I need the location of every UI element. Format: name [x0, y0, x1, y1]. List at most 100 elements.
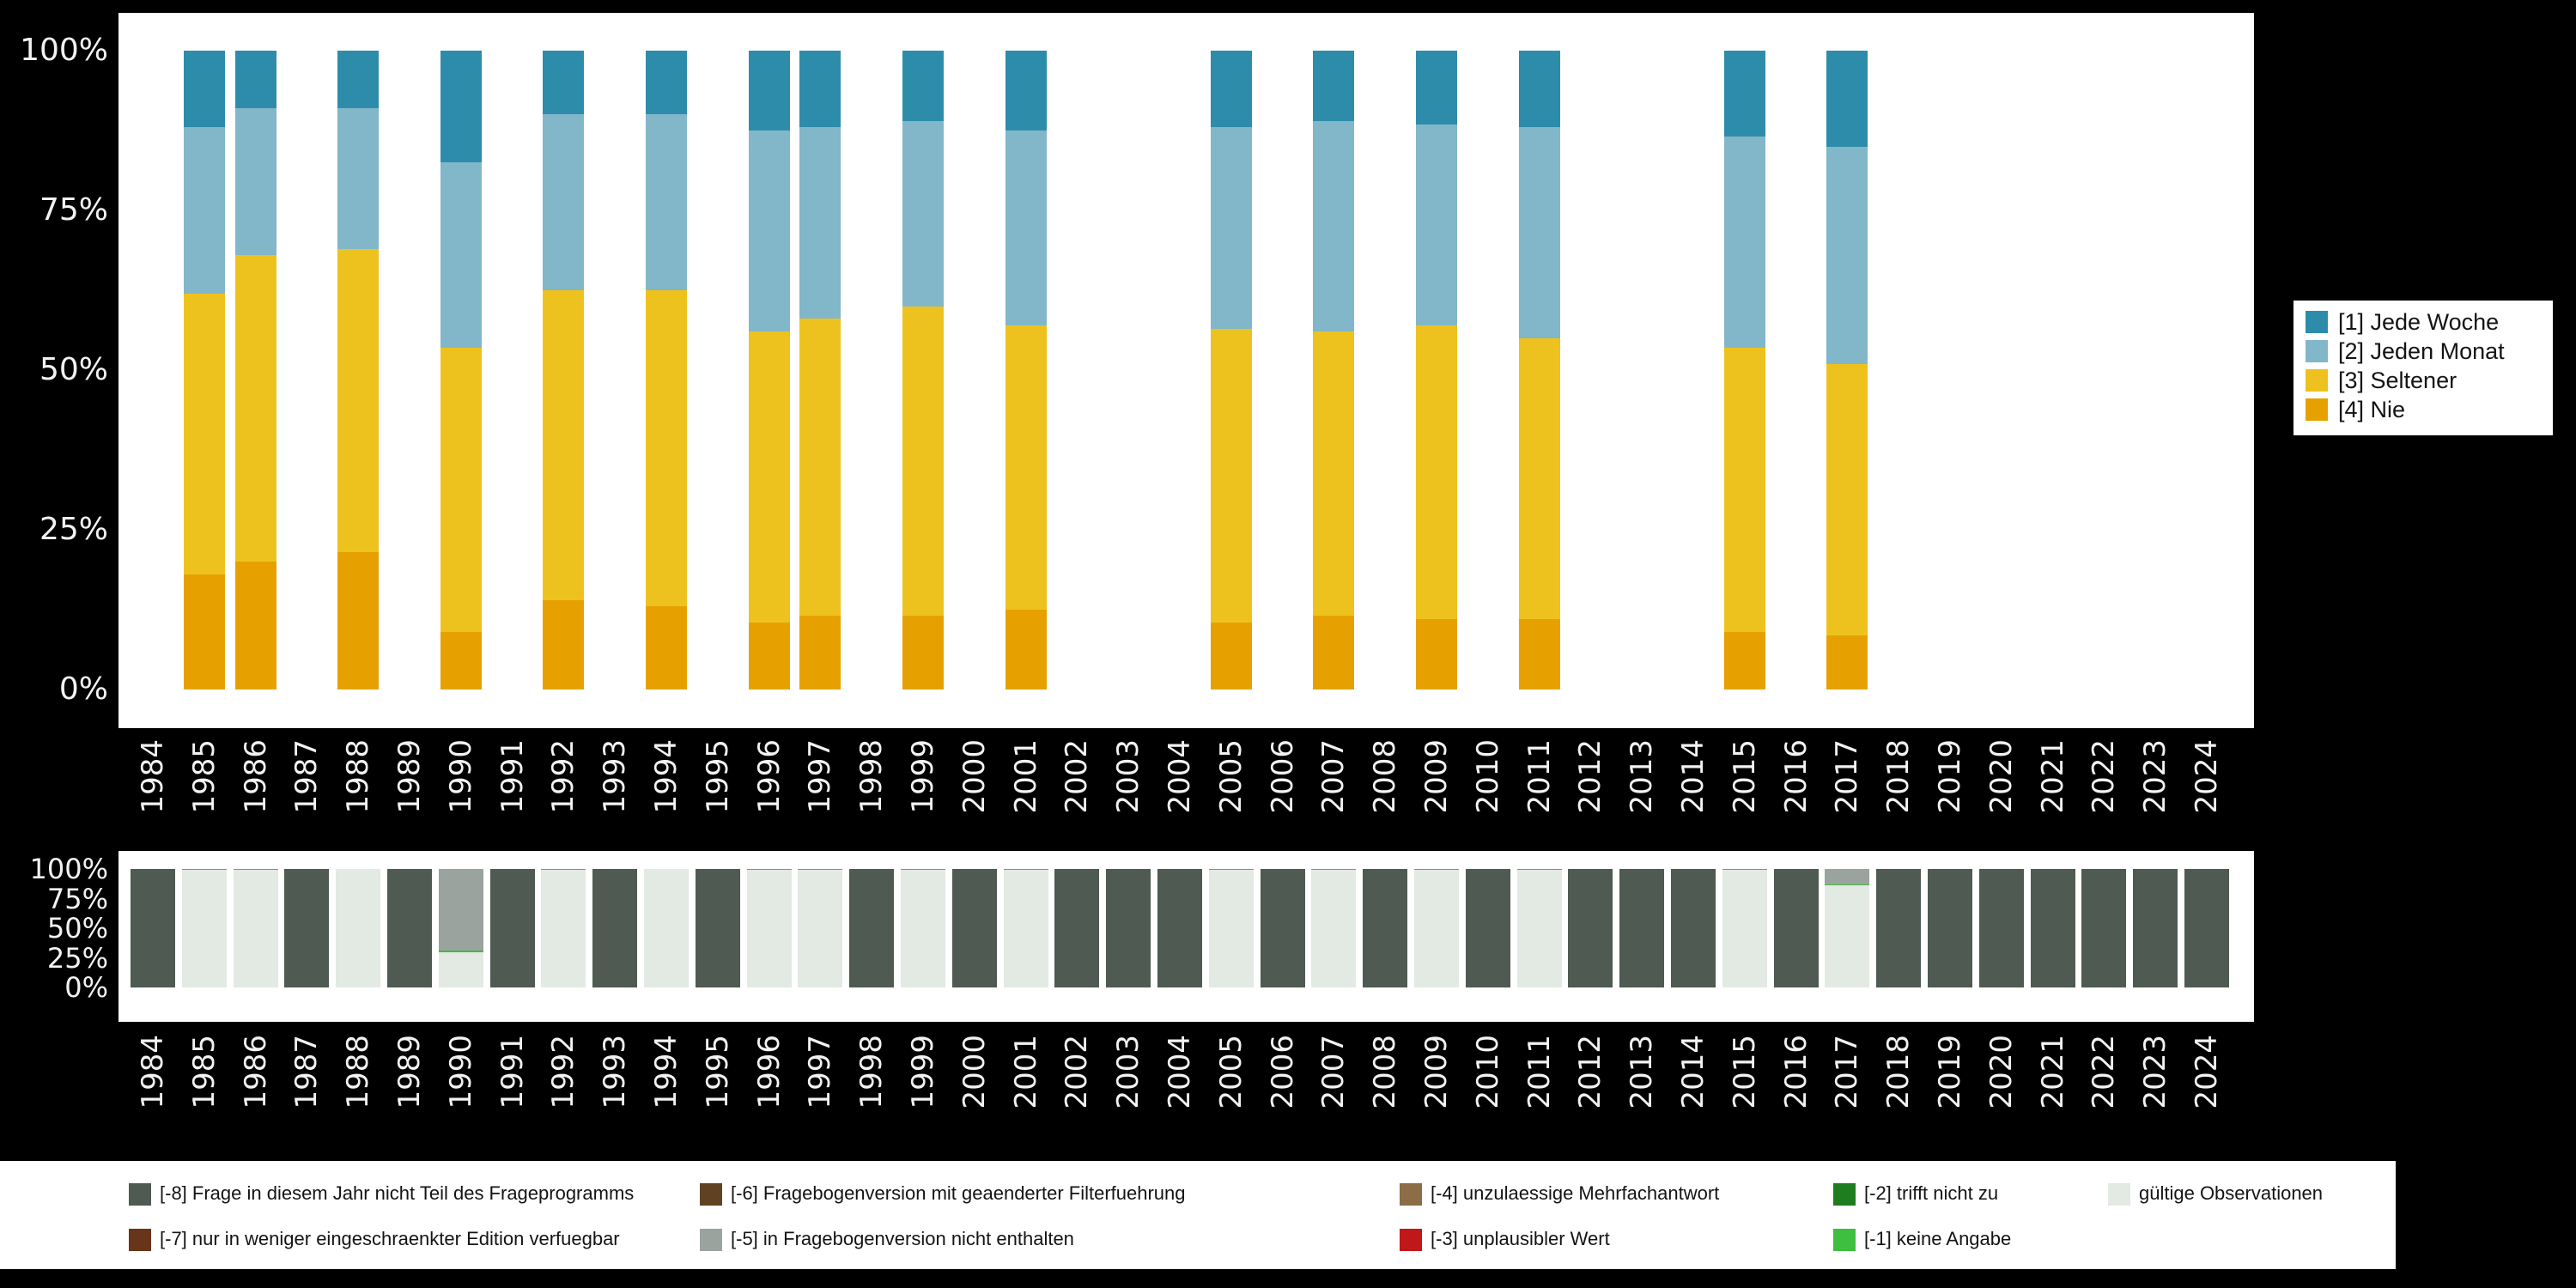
missing-bar-segment-2017--1 [1825, 884, 1870, 886]
missings-x-label-2015: 2015 [1727, 1035, 1762, 1109]
missing-legend-swatch--2 [1833, 1183, 1856, 1206]
missing-bar-segment-2019--8 [1928, 869, 1972, 987]
missings-x-label-2016: 2016 [1778, 1035, 1814, 1109]
bar-segment-1988-[3] Seltener [337, 248, 380, 553]
missing-bar-segment-2009-valid [1414, 870, 1459, 987]
missing-bar-segment-1985--1 [181, 869, 227, 871]
missings-legend-box [0, 1161, 2396, 1269]
legend-swatch-[4] Nie [2306, 398, 2328, 421]
frequency-x-label-2004: 2004 [1163, 739, 1197, 814]
bar-segment-1990-[4] Nie [440, 632, 482, 690]
bar-segment-1986-[2] Jeden Monat [234, 107, 276, 256]
missing-bar-segment-2023--8 [2133, 869, 2178, 987]
missing-bar-segment-1993--8 [592, 869, 638, 987]
missing-legend-swatch--7 [129, 1229, 151, 1251]
missings-x-label-1999: 1999 [906, 1035, 940, 1109]
missing-bar-segment-1999-valid [901, 870, 945, 987]
frequency-x-label-2001: 2001 [1008, 739, 1043, 814]
missings-x-label-2024: 2024 [2190, 1035, 2224, 1109]
missings-x-label-1994: 1994 [649, 1035, 683, 1109]
missing-bar-segment-2001-valid [1003, 870, 1048, 987]
missings-x-label-2012: 2012 [1573, 1035, 1608, 1109]
bar-segment-1996-[3] Seltener [748, 331, 790, 623]
missing-bar-segment-2024--8 [2184, 869, 2229, 987]
missing-bar-segment-1987--8 [284, 869, 330, 987]
frequency-x-label-2021: 2021 [2035, 739, 2070, 814]
frequency-chart-panel [118, 13, 2254, 728]
missings-x-label-1998: 1998 [854, 1035, 890, 1109]
missing-bar-segment-1986--1 [233, 869, 278, 871]
legend-swatch-[2] Jeden Monat [2306, 340, 2328, 362]
missing-bar-segment-1992-valid [541, 870, 586, 987]
missing-legend-swatch--4 [1400, 1183, 1422, 1206]
missing-bar-segment-2007--1 [1311, 869, 1357, 871]
bar-segment-2007-[1] Jede Woche [1313, 51, 1355, 121]
missing-legend-label--8: [-8] Frage in diesem Jahr nicht Teil des… [160, 1182, 635, 1204]
bar-segment-1986-[1] Jede Woche [234, 51, 276, 108]
missing-bar-segment-2002--8 [1054, 869, 1100, 987]
missings-x-label-2009: 2009 [1419, 1035, 1454, 1109]
frequency-x-label-2017: 2017 [1830, 739, 1865, 814]
bar-segment-1990-[3] Seltener [440, 347, 482, 633]
missing-bar-segment-1992--1 [541, 869, 586, 871]
frequency-x-label-1986: 1986 [238, 739, 273, 814]
missing-legend-label--6: [-6] Fragebogenversion mit geaenderter F… [731, 1182, 1186, 1204]
missings-x-label-2004: 2004 [1163, 1035, 1197, 1109]
missings-y-tick-3: 75% [46, 882, 108, 915]
missing-bar-segment-1985-valid [181, 870, 227, 987]
bar-segment-2001-[4] Nie [1005, 610, 1047, 690]
missing-bar-segment-1996--1 [746, 869, 792, 871]
frequency-x-label-1990: 1990 [443, 739, 478, 814]
legend-swatch-[3] Seltener [2306, 369, 2328, 392]
bar-segment-2005-[3] Seltener [1210, 328, 1252, 623]
missings-x-label-2013: 2013 [1625, 1035, 1660, 1109]
missing-legend-label--5: [-5] in Fragebogenversion nicht enthalte… [731, 1228, 1074, 1249]
bar-segment-1999-[4] Nie [902, 616, 944, 690]
legend-label-[2] Jeden Monat: [2] Jeden Monat [2338, 338, 2505, 364]
bar-segment-2009-[2] Jeden Monat [1416, 124, 1457, 325]
missing-bar-segment-2016--8 [1773, 869, 1819, 987]
missing-bar-segment-2004--8 [1157, 869, 1202, 987]
missings-x-label-2000: 2000 [957, 1035, 992, 1109]
frequency-x-label-2009: 2009 [1419, 739, 1454, 814]
bar-segment-2009-[3] Seltener [1416, 325, 1457, 620]
frequency-x-label-1997: 1997 [803, 739, 838, 814]
frequency-x-label-1999: 1999 [906, 739, 940, 814]
missing-bar-segment-2006--8 [1260, 869, 1305, 987]
missing-bar-segment-2000--8 [951, 869, 997, 987]
bar-segment-2001-[1] Jede Woche [1005, 51, 1047, 131]
missing-bar-segment-1996-valid [746, 870, 792, 987]
bar-segment-2009-[4] Nie [1416, 619, 1457, 690]
bar-segment-2015-[1] Jede Woche [1723, 51, 1765, 137]
missings-x-label-2002: 2002 [1060, 1035, 1095, 1109]
missing-bar-segment-2014--8 [1671, 869, 1716, 987]
missings-x-label-1996: 1996 [751, 1035, 787, 1109]
bar-segment-1992-[1] Jede Woche [543, 51, 585, 115]
bar-segment-2015-[2] Jeden Monat [1723, 137, 1765, 348]
legend-label-[3] Seltener: [3] Seltener [2338, 368, 2458, 393]
legend-label-[1] Jede Woche: [1] Jede Woche [2338, 309, 2500, 335]
bar-segment-1992-[3] Seltener [543, 290, 585, 600]
frequency-x-label-1991: 1991 [495, 739, 530, 814]
frequency-x-label-2008: 2008 [1368, 739, 1403, 814]
missings-x-label-2023: 2023 [2138, 1035, 2173, 1109]
missing-bar-segment-2020--8 [1978, 869, 2024, 987]
frequency-x-label-2010: 2010 [1470, 739, 1505, 814]
frequency-x-label-2000: 2000 [957, 739, 992, 814]
bar-segment-2005-[1] Jede Woche [1210, 51, 1252, 128]
missings-x-label-1986: 1986 [238, 1035, 273, 1109]
bar-segment-1986-[3] Seltener [234, 255, 276, 562]
frequency-x-label-2018: 2018 [1881, 739, 1917, 814]
missings-y-tick-0: 0% [64, 971, 108, 1004]
frequency-x-label-1988: 1988 [341, 739, 376, 814]
missing-bar-segment-2007-valid [1311, 870, 1357, 987]
frequency-x-label-2006: 2006 [1265, 739, 1300, 814]
missings-x-label-1993: 1993 [598, 1035, 633, 1109]
frequency-x-label-2003: 2003 [1111, 739, 1146, 814]
missing-bar-segment-2012--8 [1568, 869, 1613, 987]
missings-x-label-2020: 2020 [1984, 1035, 2019, 1109]
missings-x-label-2021: 2021 [2035, 1035, 2070, 1109]
missing-bar-segment-1990--5 [438, 869, 483, 951]
missings-x-label-1991: 1991 [495, 1035, 530, 1109]
